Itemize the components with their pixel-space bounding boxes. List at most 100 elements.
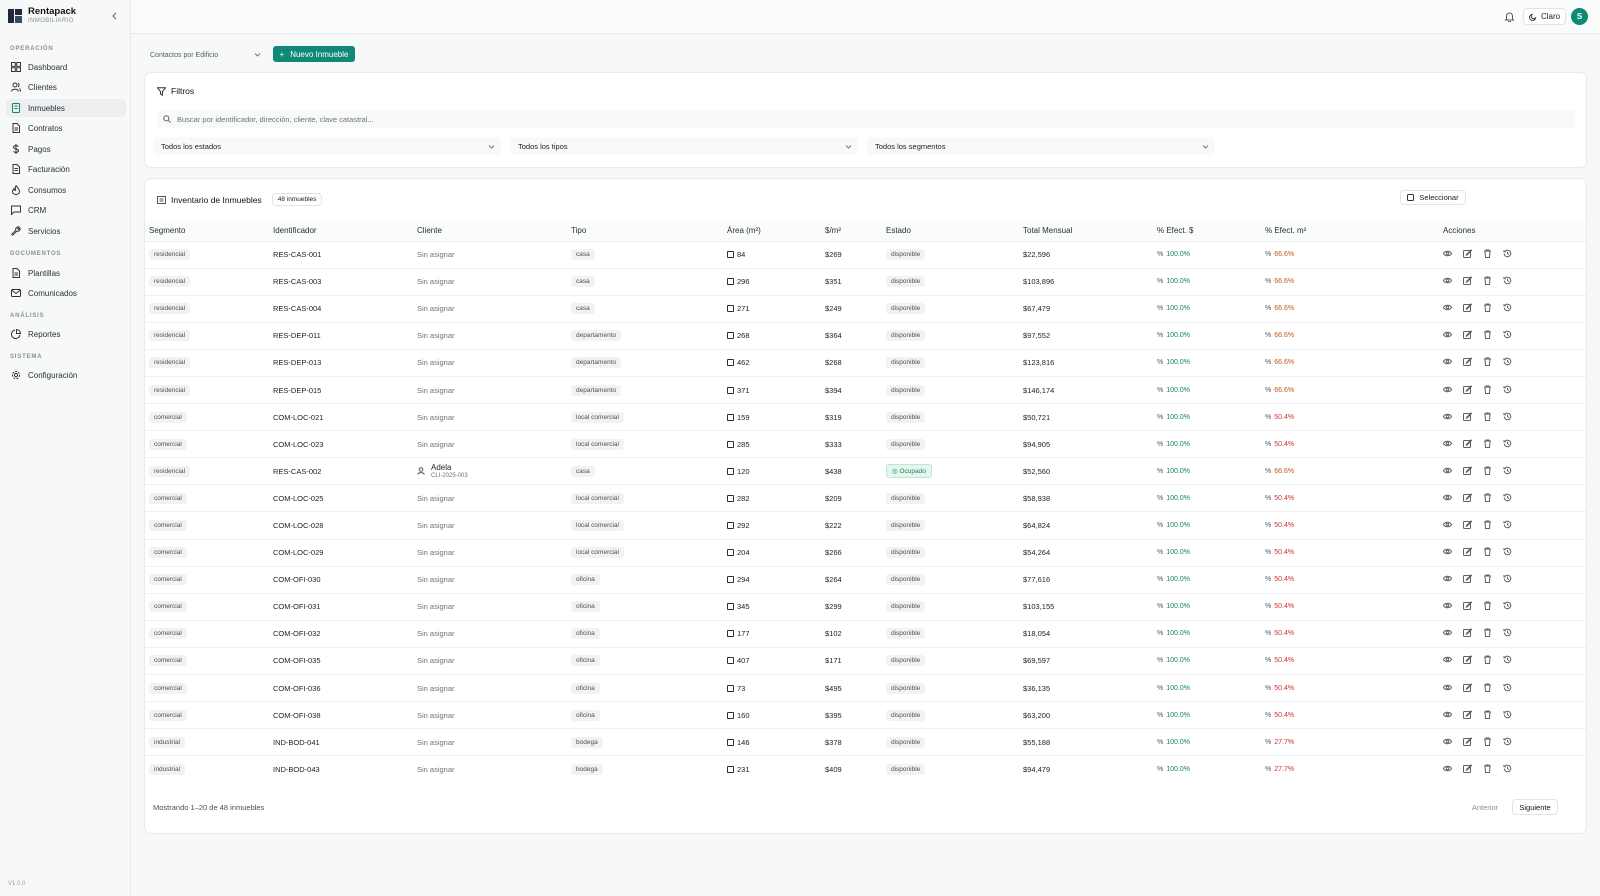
history-button[interactable] — [1503, 628, 1512, 639]
table-row[interactable]: comercial COM-LOC-021 Sin asignar local com… — [145, 403, 1586, 431]
history-button[interactable] — [1503, 303, 1512, 314]
bell-icon[interactable] — [1504, 11, 1515, 22]
history-button[interactable] — [1503, 683, 1512, 694]
status-filter-select[interactable]: Todos los estados — [153, 137, 501, 155]
select-mode-button[interactable]: Seleccionar — [1400, 190, 1466, 205]
view-button[interactable] — [1442, 439, 1453, 450]
sidebar-item-configuracion[interactable]: Configuración — [6, 366, 126, 384]
view-button[interactable] — [1442, 520, 1453, 531]
delete-button[interactable] — [1483, 357, 1492, 368]
view-button[interactable] — [1442, 303, 1453, 314]
delete-button[interactable] — [1483, 574, 1492, 585]
delete-button[interactable] — [1483, 493, 1492, 504]
brand[interactable]: Rentapack INMOBILIARIO — [8, 7, 76, 25]
edit-button[interactable] — [1463, 303, 1473, 314]
edit-button[interactable] — [1463, 330, 1473, 341]
delete-button[interactable] — [1483, 385, 1492, 396]
history-button[interactable] — [1503, 276, 1512, 287]
column-header-estado[interactable]: Estado — [882, 221, 1019, 241]
type-filter-select[interactable]: Todos los tipos — [510, 137, 858, 155]
table-row[interactable]: comercial COM-OFI-036 Sin asignar oficina 73… — [145, 673, 1586, 702]
sidebar-item-contratos[interactable]: Contratos — [6, 119, 126, 137]
sidebar-item-consumos[interactable]: Consumos — [6, 181, 126, 199]
sidebar-item-servicios[interactable]: Servicios — [6, 222, 126, 240]
edit-button[interactable] — [1463, 466, 1473, 477]
new-property-button[interactable]: + Nuevo Inmueble — [273, 46, 355, 62]
edit-button[interactable] — [1463, 601, 1473, 612]
table-row[interactable]: comercial COM-OFI-030 Sin asignar oficina 29… — [145, 565, 1586, 594]
view-button[interactable] — [1442, 466, 1453, 477]
column-header-total-mensual[interactable]: Total Mensual — [1019, 221, 1153, 241]
table-row[interactable]: residencial RES-DEP-011 Sin asignar departa… — [145, 321, 1586, 350]
table-row[interactable]: residencial RES-CAS-001 Sin asignar casa 84 $… — [145, 240, 1586, 269]
column-header-identificador[interactable]: Identificador — [269, 221, 413, 241]
avatar[interactable]: S — [1571, 8, 1588, 25]
edit-button[interactable] — [1463, 520, 1473, 531]
client-info[interactable]: Adela CLI-2025-003 — [417, 463, 567, 480]
edit-button[interactable] — [1463, 682, 1473, 694]
view-button[interactable] — [1442, 412, 1453, 423]
history-button[interactable] — [1503, 357, 1512, 368]
view-button[interactable] — [1442, 737, 1453, 748]
table-row[interactable]: residencial RES-DEP-015 Sin asignar departa… — [145, 375, 1586, 404]
edit-button[interactable] — [1463, 547, 1473, 558]
theme-toggle-button[interactable]: Claro — [1523, 8, 1566, 25]
sidebar-item-reportes[interactable]: Reportes — [6, 325, 126, 343]
table-row[interactable]: comercial COM-LOC-025 Sin asignar local com… — [145, 484, 1586, 512]
delete-button[interactable] — [1483, 439, 1492, 450]
view-button[interactable] — [1442, 276, 1453, 287]
history-button[interactable] — [1503, 547, 1512, 558]
delete-button[interactable] — [1483, 628, 1492, 639]
edit-button[interactable] — [1463, 249, 1473, 260]
history-button[interactable] — [1503, 385, 1512, 396]
edit-button[interactable] — [1463, 493, 1473, 504]
column-header-price-per-m2[interactable]: $/m² — [821, 221, 882, 241]
view-button[interactable] — [1442, 655, 1453, 666]
view-button[interactable] — [1442, 493, 1453, 504]
edit-button[interactable] — [1463, 737, 1473, 748]
sidebar-item-clientes[interactable]: Clientes — [6, 78, 126, 96]
table-row[interactable]: comercial COM-LOC-028 Sin asignar local com… — [145, 511, 1586, 540]
view-button[interactable] — [1442, 574, 1453, 585]
history-button[interactable] — [1503, 520, 1512, 531]
delete-button[interactable] — [1483, 710, 1492, 721]
chevron-left-icon[interactable] — [110, 11, 120, 21]
sidebar-item-dashboard[interactable]: Dashboard — [6, 58, 126, 76]
edit-button[interactable] — [1463, 384, 1473, 396]
delete-button[interactable] — [1483, 520, 1492, 531]
table-row[interactable]: industrial IND-BOD-041 Sin asignar bodega 14… — [145, 728, 1586, 756]
edit-button[interactable] — [1463, 357, 1473, 368]
view-button[interactable] — [1442, 601, 1453, 612]
edit-button[interactable] — [1463, 438, 1473, 450]
history-button[interactable] — [1503, 412, 1512, 423]
sidebar-item-comunicados[interactable]: Comunicados — [6, 284, 126, 302]
sidebar-item-pagos[interactable]: Pagos — [6, 140, 126, 158]
delete-button[interactable] — [1483, 330, 1492, 341]
view-button[interactable] — [1442, 385, 1453, 396]
table-row[interactable]: comercial COM-OFI-032 Sin asignar oficina 17… — [145, 619, 1586, 648]
table-row[interactable]: comercial COM-LOC-023 Sin asignar local com… — [145, 430, 1586, 458]
history-button[interactable] — [1503, 466, 1512, 477]
table-row[interactable]: residencial RES-CAS-002 Adela CLI-2025-003 c… — [145, 457, 1586, 485]
previous-page-button[interactable]: Anterior — [1471, 802, 1499, 812]
table-row[interactable]: comercial COM-OFI-038 Sin asignar oficina 16… — [145, 701, 1586, 729]
search-input[interactable] — [177, 114, 1557, 124]
delete-button[interactable] — [1483, 249, 1492, 260]
delete-button[interactable] — [1483, 466, 1492, 477]
view-button[interactable] — [1442, 330, 1453, 341]
sidebar-item-crm[interactable]: CRM — [6, 201, 126, 219]
delete-button[interactable] — [1483, 547, 1492, 558]
edit-button[interactable] — [1463, 574, 1473, 585]
column-header-segmento[interactable]: Segmento — [145, 221, 269, 241]
history-button[interactable] — [1503, 574, 1512, 585]
column-header-efect-area[interactable]: % Efect. m² — [1261, 221, 1439, 241]
sidebar-item-inmuebles[interactable]: Inmuebles — [6, 99, 126, 117]
table-row[interactable]: comercial COM-OFI-031 Sin asignar oficina 34… — [145, 592, 1586, 621]
delete-button[interactable] — [1483, 764, 1492, 775]
table-row[interactable]: residencial RES-CAS-004 Sin asignar casa 271… — [145, 294, 1586, 323]
delete-button[interactable] — [1483, 276, 1492, 287]
edit-button[interactable] — [1463, 411, 1473, 423]
history-button[interactable] — [1503, 764, 1512, 775]
delete-button[interactable] — [1483, 737, 1492, 748]
edit-button[interactable] — [1463, 276, 1473, 287]
